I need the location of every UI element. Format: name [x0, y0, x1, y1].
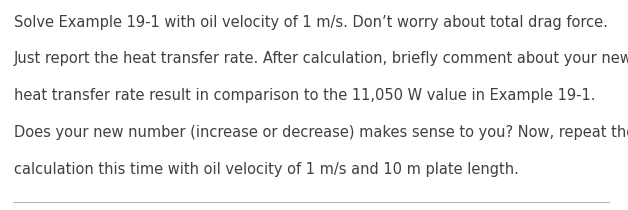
Text: Solve Example 19-1 with oil velocity of 1 m/s. Don’t worry about total drag forc: Solve Example 19-1 with oil velocity of …	[14, 15, 608, 30]
Text: heat transfer rate result in comparison to the 11,050 W value in Example 19-1.: heat transfer rate result in comparison …	[14, 88, 595, 103]
Text: Does your new number (increase or decrease) makes sense to you? Now, repeat the: Does your new number (increase or decrea…	[14, 125, 628, 140]
Text: calculation this time with oil velocity of 1 m/s and 10 m plate length.: calculation this time with oil velocity …	[14, 162, 519, 177]
Text: Just report the heat transfer rate. After calculation, briefly comment about you: Just report the heat transfer rate. Afte…	[14, 51, 628, 66]
